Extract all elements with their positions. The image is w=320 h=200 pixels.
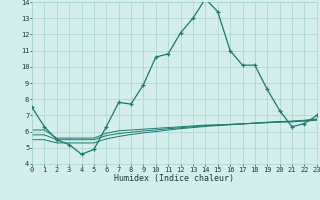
X-axis label: Humidex (Indice chaleur): Humidex (Indice chaleur): [115, 174, 234, 183]
